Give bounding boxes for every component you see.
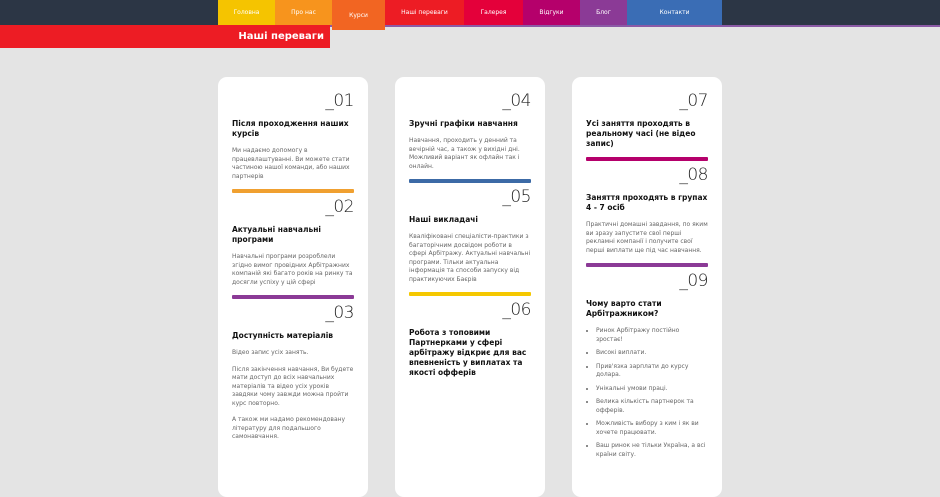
- item-number: _01: [325, 91, 354, 111]
- item-number: _07: [679, 91, 708, 111]
- list-item: Прив'язка зарплати до курсу долара.: [596, 363, 708, 380]
- list-item: Високі виплати.: [596, 349, 708, 358]
- item-number: _09: [679, 271, 708, 291]
- nav-item-5[interactable]: Відгуки: [523, 0, 580, 25]
- item-text: Навчання, проходить у денний та вечірній…: [409, 137, 520, 170]
- main-nav: Головна Про нас Курси Наші переваги Галерея В…: [218, 0, 722, 30]
- item-number: _05: [502, 187, 531, 207]
- item-text: Навчальні програми розроблели згідно вим…: [232, 253, 353, 286]
- list-item: Можливість вибору з ким і як ви хочете п…: [596, 420, 708, 437]
- item-title: Робота з топовими Партнерками у сфері ар…: [409, 328, 527, 377]
- nav-item-7[interactable]: Контакти: [627, 0, 722, 25]
- advantage-card: _07 Усі заняття проходять в реальному час…: [572, 77, 722, 497]
- item-title: Чому варто стати Арбітражником?: [586, 299, 662, 318]
- nav-item-3[interactable]: Наші переваги: [385, 0, 464, 25]
- accent-bar: [232, 189, 354, 193]
- advantage-card: _01 Після проходження наших курсів Ми нада…: [218, 77, 368, 497]
- list-item: Ринок Арбітражу постійно зростає!: [596, 327, 708, 344]
- item-title: Наші викладачі: [409, 215, 478, 224]
- item-text: Практичні домашні завдання, по яким ви з…: [586, 221, 708, 254]
- item-text: Відео запис усіх занять.: [232, 349, 309, 356]
- item-title: Після проходження наших курсів: [232, 119, 349, 138]
- nav-item-2[interactable]: Курси: [332, 0, 385, 30]
- item-title: Заняття проходять в групах 4 - 7 осіб: [586, 193, 708, 212]
- item-text: Після закінчення навчання, Ви будете мат…: [232, 365, 354, 407]
- list-item: Ваш ринок не тільки Україна, а всі країн…: [596, 442, 708, 459]
- accent-bar: [409, 292, 531, 296]
- item-text: Ми надаємо допомогу в працевлаштуванні. …: [232, 147, 350, 180]
- nav-item-0[interactable]: Головна: [218, 0, 275, 25]
- accent-bar: [586, 157, 708, 161]
- advantage-card: _04 Зручні графіки навчання Навчання, прох…: [395, 77, 545, 497]
- accent-bar: [409, 179, 531, 183]
- accent-bar: [232, 295, 354, 299]
- item-number: _08: [679, 165, 708, 185]
- item-title: Усі заняття проходять в реальному часі (…: [586, 119, 696, 148]
- item-title: Доступність матеріалів: [232, 331, 334, 340]
- item-title: Зручні графіки навчання: [409, 119, 518, 128]
- nav-item-1[interactable]: Про нас: [275, 0, 332, 25]
- accent-bar: [586, 263, 708, 267]
- divider: [330, 25, 940, 27]
- nav-item-6[interactable]: Блог: [580, 0, 627, 25]
- item-number: _02: [325, 197, 354, 217]
- nav-item-4[interactable]: Галерея: [464, 0, 523, 25]
- item-text: А також ми надамо рекомендовану літерату…: [232, 416, 346, 440]
- list-item: Унікальні умови праці.: [596, 385, 708, 394]
- item-text: Кваліфіковані спеціалісти-практики з баг…: [409, 233, 531, 283]
- benefits-list: Ринок Арбітражу постійно зростає! Високі …: [586, 327, 708, 459]
- item-title: Актуальні навчальні програми: [232, 225, 321, 244]
- section-title: Наші переваги: [238, 31, 324, 42]
- list-item: Велика кількість партнерок та офферів.: [596, 398, 708, 415]
- item-number: _06: [502, 300, 531, 320]
- item-number: _04: [502, 91, 531, 111]
- item-number: _03: [325, 303, 354, 323]
- section-banner: Наші переваги: [0, 25, 330, 48]
